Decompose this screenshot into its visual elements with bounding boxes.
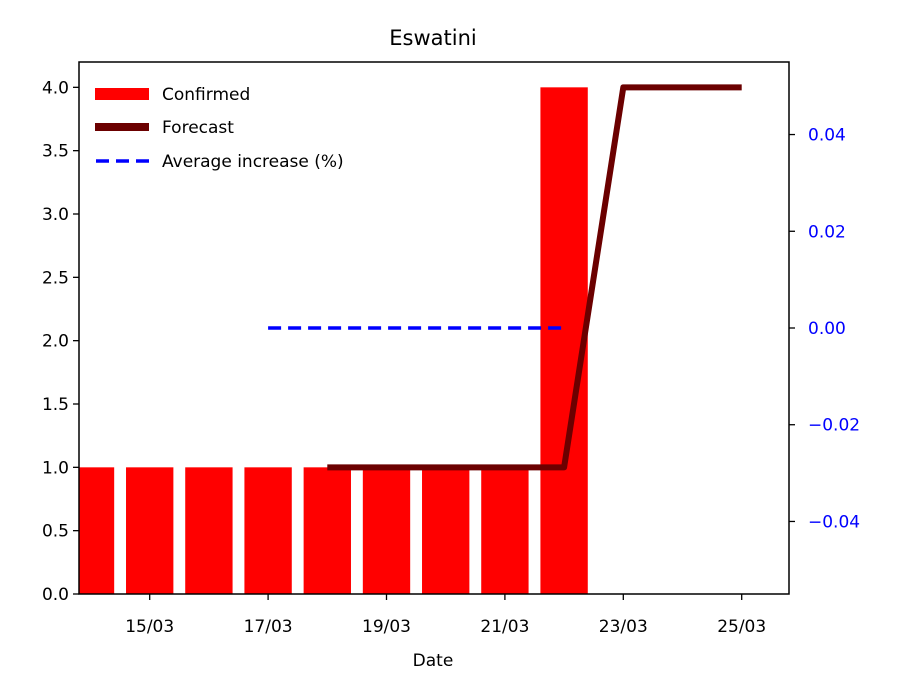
y-tick-label: 0.5 [42,522,69,542]
legend-label: Average increase (%) [162,152,344,172]
x-tick-label: 19/03 [362,617,411,637]
chart-title: Eswatini [389,26,476,50]
y2-tick-label: 0.00 [808,319,846,339]
legend: Confirmed Forecast Average increase (%) [95,85,344,172]
x-tick-label: 23/03 [599,617,648,637]
legend-label: Confirmed [162,85,250,105]
lines-layer [268,84,742,471]
bar-confirmed-21-03 [481,467,529,594]
y-axis-left: 0.0 0.5 1.0 1.5 2.0 2.5 3.0 3.5 4.0 [42,78,79,605]
y2-tick-label: 0.02 [808,222,846,242]
bar-confirmed-22-03 [540,87,588,594]
y2-tick-label: −0.04 [808,512,860,532]
x-tick-label: 17/03 [244,617,293,637]
bars-layer [79,87,588,594]
y-tick-label: 2.0 [42,332,69,352]
y-tick-label: 0.0 [42,585,69,605]
x-tick-label: 25/03 [717,617,766,637]
y-axis-right: −0.04 −0.02 0.00 0.02 0.04 [789,126,860,532]
bar-confirmed-16-03 [185,467,233,594]
bar-confirmed-18-03 [303,467,351,594]
y2-tick-label: −0.02 [808,416,860,436]
bar-confirmed-19-03 [362,467,411,594]
bar-confirmed-17-03 [244,467,292,594]
forecast-line [327,84,742,471]
x-axis: 15/03 17/03 19/03 21/03 23/03 25/03 [125,594,766,637]
legend-swatch-confirmed [95,88,149,100]
x-tick-label: 21/03 [480,617,529,637]
y-tick-label: 1.0 [42,458,69,478]
y-tick-label: 2.5 [42,268,69,288]
legend-label: Forecast [162,118,234,138]
bar-confirmed-20-03 [422,467,470,594]
y-tick-label: 3.5 [42,142,69,162]
x-axis-label: Date [413,651,454,671]
bar-confirmed-15-03 [126,467,174,594]
y2-tick-label: 0.04 [808,126,846,146]
bar-confirmed-14-03 [79,467,115,594]
y-tick-label: 1.5 [42,395,69,415]
x-tick-label: 15/03 [125,617,174,637]
y-tick-label: 4.0 [42,78,69,98]
y-tick-label: 3.0 [42,205,69,225]
